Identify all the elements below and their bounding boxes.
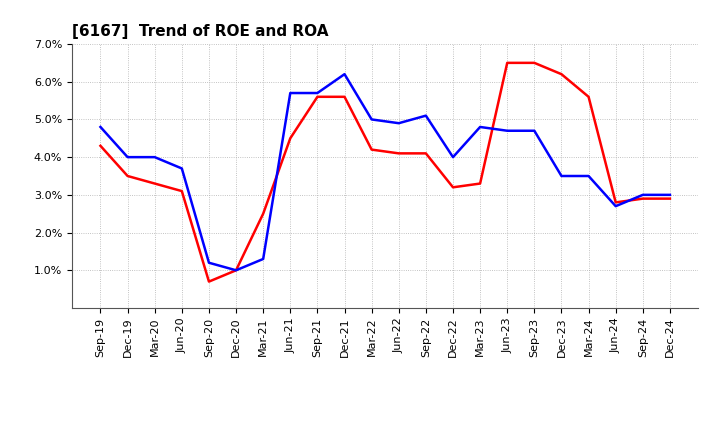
ROE bbox=[367, 147, 376, 152]
ROE bbox=[232, 268, 240, 273]
ROE bbox=[178, 188, 186, 194]
ROE bbox=[96, 143, 105, 148]
ROA bbox=[204, 260, 213, 265]
ROE bbox=[503, 60, 511, 66]
ROA bbox=[530, 128, 539, 133]
ROA bbox=[123, 154, 132, 160]
ROA bbox=[665, 192, 674, 198]
Line: ROA: ROA bbox=[101, 74, 670, 270]
ROE bbox=[123, 173, 132, 179]
ROA bbox=[259, 257, 268, 262]
ROA bbox=[313, 90, 322, 95]
ROE bbox=[639, 196, 647, 201]
ROA bbox=[421, 113, 430, 118]
ROA bbox=[286, 90, 294, 95]
Line: ROE: ROE bbox=[101, 63, 670, 282]
ROE bbox=[150, 181, 159, 186]
ROE bbox=[313, 94, 322, 99]
ROA bbox=[395, 121, 403, 126]
ROA bbox=[96, 125, 105, 130]
ROE bbox=[530, 60, 539, 66]
ROE bbox=[341, 94, 349, 99]
ROE bbox=[395, 151, 403, 156]
ROE bbox=[665, 196, 674, 201]
ROA bbox=[150, 154, 159, 160]
ROA bbox=[178, 166, 186, 171]
ROE bbox=[584, 94, 593, 99]
ROE bbox=[449, 185, 457, 190]
ROE bbox=[421, 151, 430, 156]
ROA bbox=[584, 173, 593, 179]
ROE bbox=[557, 72, 566, 77]
ROA bbox=[557, 173, 566, 179]
ROA bbox=[611, 204, 620, 209]
ROA bbox=[639, 192, 647, 198]
ROE bbox=[204, 279, 213, 284]
ROE bbox=[259, 211, 268, 216]
ROA bbox=[476, 125, 485, 130]
ROA bbox=[449, 154, 457, 160]
ROA bbox=[367, 117, 376, 122]
ROE bbox=[476, 181, 485, 186]
ROA bbox=[341, 72, 349, 77]
ROA bbox=[232, 268, 240, 273]
ROE bbox=[611, 200, 620, 205]
ROA bbox=[503, 128, 511, 133]
Text: [6167]  Trend of ROE and ROA: [6167] Trend of ROE and ROA bbox=[72, 24, 328, 39]
ROE bbox=[286, 136, 294, 141]
